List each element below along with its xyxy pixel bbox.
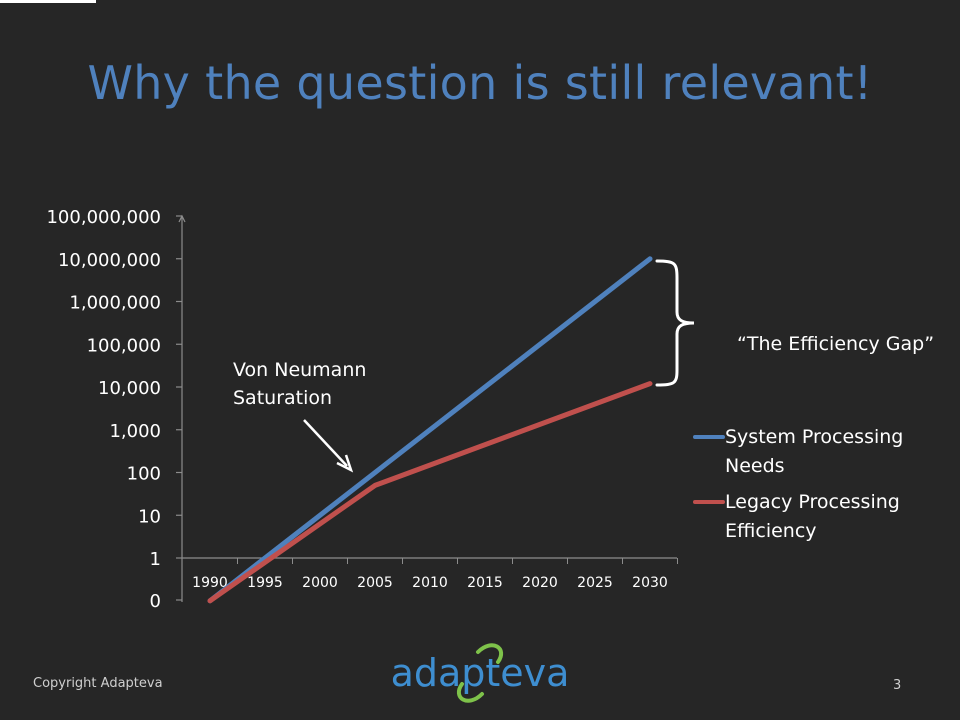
annotation-graphics xyxy=(303,259,695,473)
legend-label-system: System Processing Needs xyxy=(725,426,904,477)
slide-title: Why the question is still relevant! xyxy=(87,56,873,110)
x-tick-label: 2015 xyxy=(467,575,503,591)
x-tick-label: 2020 xyxy=(522,575,558,591)
von-neumann-annotation: Von Neumann Saturation xyxy=(233,359,367,409)
y-tick-label: 1,000,000 xyxy=(69,293,161,314)
y-tick-label: 10,000,000 xyxy=(58,250,161,271)
y-tick-label: 0 xyxy=(150,591,161,612)
y-tick-label: 100,000,000 xyxy=(46,207,161,228)
x-axis-ticks: 1990 1995 2000 2005 2010 2015 2020 2025 2030 xyxy=(192,558,678,591)
y-tick-label: 1 xyxy=(150,549,161,570)
x-tick-label: 2025 xyxy=(577,575,613,591)
adapteva-logo: adapteva xyxy=(391,643,570,703)
legend-label-legacy: Legacy Processing Efficiency xyxy=(725,491,900,542)
y-tick-label: 100 xyxy=(127,464,161,485)
logo-text: adapteva xyxy=(391,651,570,695)
x-tick-label: 2010 xyxy=(412,575,448,591)
x-tick-label: 1995 xyxy=(247,575,283,591)
y-axis-ticks: 0 1 10 100 1,000 10,000 100,000 1,000,000 10,000… xyxy=(46,207,182,612)
y-tick-label: 10 xyxy=(138,506,161,527)
page-number: 3 xyxy=(893,678,902,693)
y-tick-label: 10,000 xyxy=(98,378,161,399)
legend-item-legacy: Legacy Processing Efficiency xyxy=(693,488,925,546)
x-tick-label: 2005 xyxy=(357,575,393,591)
series-line-legacy xyxy=(207,381,653,604)
corner-accent xyxy=(0,0,96,3)
legend-swatch-red xyxy=(693,500,725,504)
von-neumann-arrow-head xyxy=(336,454,354,473)
efficiency-gap-annotation: “The Efficiency Gap” xyxy=(737,333,935,355)
copyright-text: Copyright Adapteva xyxy=(33,676,163,691)
von-neumann-arrow-shaft xyxy=(303,419,348,467)
series-lines xyxy=(207,256,653,604)
y-tick-label: 1,000 xyxy=(109,421,161,442)
x-tick-label: 2000 xyxy=(302,575,338,591)
series-line-system xyxy=(207,256,653,604)
legend-item-system: System Processing Needs xyxy=(693,423,925,481)
x-tick-label: 1990 xyxy=(192,575,228,591)
legend-swatch-blue xyxy=(693,435,725,439)
efficiency-gap-brace xyxy=(655,259,695,387)
x-tick-label: 2030 xyxy=(632,575,668,591)
y-tick-label: 100,000 xyxy=(87,335,161,356)
